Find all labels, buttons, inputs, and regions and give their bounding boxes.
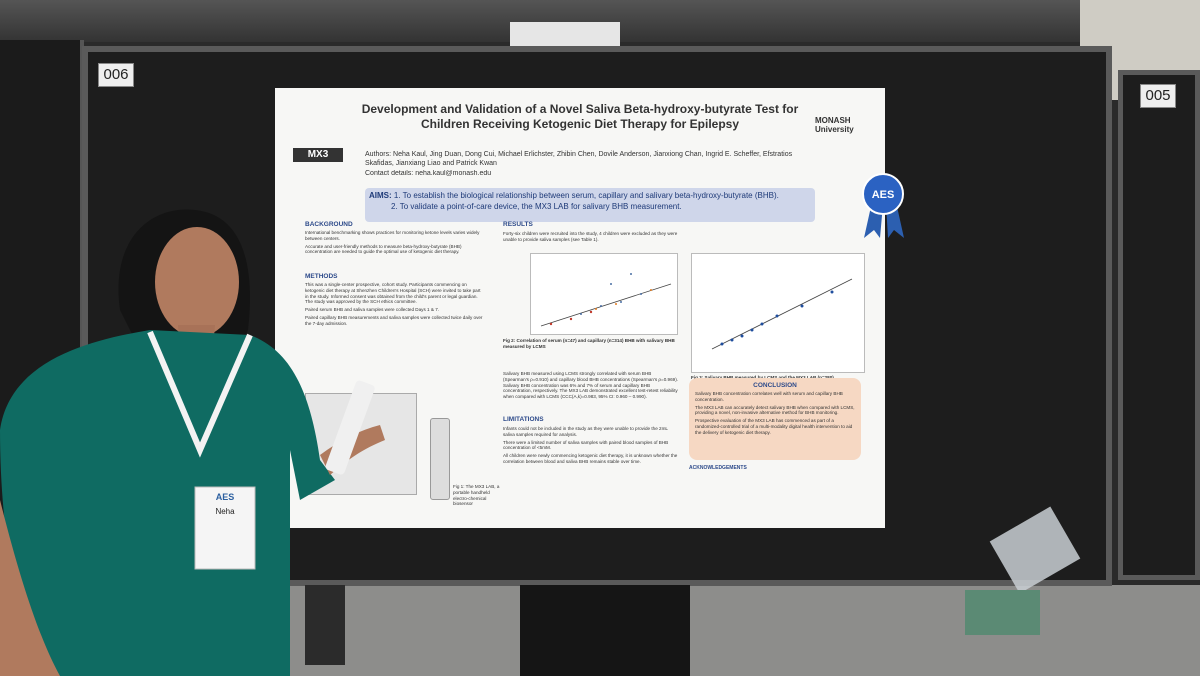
figure-caption: Fig 1: The MX3 LAB, a portable handheld … bbox=[453, 484, 500, 507]
section-heading: LIMITATIONS bbox=[503, 416, 544, 423]
section-heading: METHODS bbox=[305, 273, 338, 280]
badge-event: AES bbox=[216, 492, 235, 502]
aim: 2. To validate a point-of-care device, t… bbox=[391, 202, 682, 211]
section-text: International benchmarking shows practic… bbox=[305, 230, 485, 270]
board-right bbox=[1118, 70, 1200, 580]
bullet: The MX3 LAB can accurately detect saliva… bbox=[695, 404, 855, 416]
section-heading: ACKNOWLEDGEMENTS bbox=[689, 465, 747, 471]
aims-label: AIMS: bbox=[369, 191, 392, 200]
section-heading: BACKGROUND bbox=[305, 221, 353, 228]
section-text: Salivary BHB concentration correlates we… bbox=[689, 389, 861, 440]
section-text: This was a single-center prospective, co… bbox=[305, 282, 485, 392]
figure-caption: Fig 3: Salivary BHB measured by LCMS and… bbox=[691, 375, 863, 381]
paragraph: Paired serum BHB and saliva samples were… bbox=[305, 307, 440, 313]
figure-caption: Fig 2: Correlation of serum (n=47) and c… bbox=[503, 338, 675, 349]
section-heading: RESULTS bbox=[503, 221, 533, 228]
scatter-plot-image bbox=[691, 253, 865, 373]
bullet: There were a limited number of saliva sa… bbox=[503, 439, 669, 451]
device-image bbox=[430, 418, 450, 500]
badge-name: Neha bbox=[215, 507, 235, 516]
authors: Authors: Neha Kaul, Jing Duan, Dong Cui,… bbox=[365, 151, 793, 167]
passerby bbox=[305, 585, 345, 665]
paragraph: International benchmarking shows practic… bbox=[305, 230, 480, 241]
aim: 1. To establish the biological relations… bbox=[393, 191, 779, 200]
paragraph: This was a single-center prospective, co… bbox=[305, 282, 481, 305]
contact: Contact details: neha.kaul@monash.edu bbox=[365, 170, 492, 177]
conclusion-box: CONCLUSION Salivary BHB concentration co… bbox=[689, 378, 861, 460]
paragraph: Paired capillary BHB measurements and sa… bbox=[305, 314, 483, 326]
paragraph: Salivary BHB measured using LCMS strongl… bbox=[503, 371, 678, 400]
person: AES Neha bbox=[0, 209, 385, 676]
passerby bbox=[965, 590, 1040, 635]
logo: MONASH University bbox=[815, 116, 854, 134]
board-number: 005 bbox=[1140, 84, 1176, 108]
paragraph: Accurate and user-friendly methods to me… bbox=[305, 243, 462, 255]
bullet: Infants could not be included in the stu… bbox=[503, 426, 668, 437]
poster-title: Development and Validation of a Novel Sa… bbox=[361, 102, 799, 131]
paragraph: Forty-six children were recruited into t… bbox=[503, 231, 678, 242]
bullet: Salivary BHB concentration correlates we… bbox=[695, 391, 843, 402]
bullet: Prospective evaluation of the MX3 LAB ha… bbox=[695, 418, 853, 435]
award-ribbon: AES bbox=[862, 173, 904, 238]
bullet: All children were newly commencing ketog… bbox=[503, 453, 678, 464]
ribbon-text: AES bbox=[872, 189, 895, 201]
section-text: Infants could not be included in the stu… bbox=[503, 426, 678, 486]
passerby bbox=[520, 585, 690, 676]
section-heading: CONCLUSION bbox=[753, 382, 797, 389]
board-number: 006 bbox=[98, 63, 134, 87]
aims-box: AIMS: 1. To establish the biological rel… bbox=[365, 188, 815, 222]
scatter-plot-image bbox=[530, 253, 678, 335]
logo: MX3 bbox=[293, 148, 343, 162]
